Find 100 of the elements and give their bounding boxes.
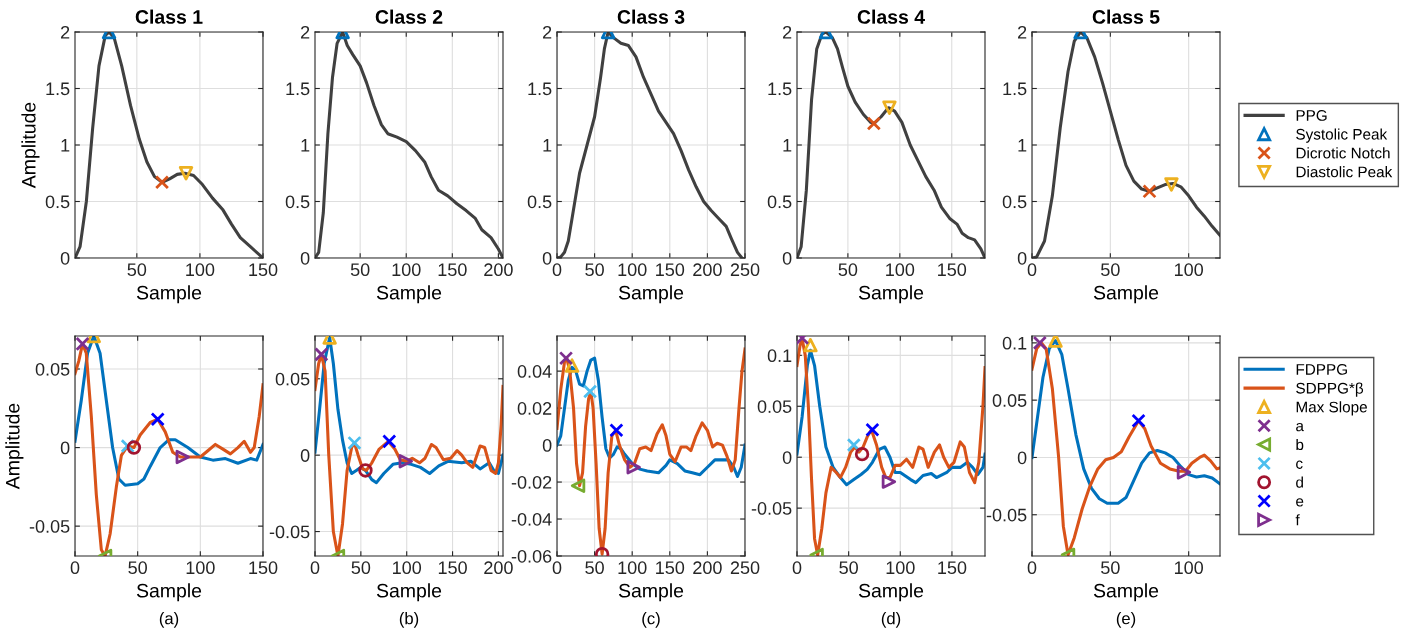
legend-label: FDPPG [1296,363,1347,375]
point [1164,177,1179,192]
x-tick-label: 50 [838,263,858,277]
point [1048,336,1063,348]
line-series [315,32,503,258]
x-tick-label: 100 [1174,561,1204,575]
text: (a) [159,612,179,628]
x-axis-title: Sample [136,285,202,304]
point [175,449,190,465]
x-tick-label: 150 [656,263,685,277]
y-tick-label: -0.04 [511,512,552,526]
x-tick-label: 100 [186,263,215,277]
legend-label: Max Slope [1296,401,1367,416]
point [570,478,586,493]
x-axis-title: Sample [1093,583,1159,602]
y-tick-label: 0.05 [992,394,1027,407]
y-tick-label: -0.06 [511,549,552,563]
y-tick-label: 1 [783,139,792,152]
y-tick-label: 1 [61,139,70,152]
legend-label: a [1296,422,1304,432]
y-tick-label: 0 [60,251,70,265]
y-tick-label: 0.05 [757,400,792,413]
chart-title: Class 3 [617,9,685,24]
x-tick-label: 150 [938,561,967,575]
y-tick-label: 1.5 [768,82,792,96]
y-tick-label: 0 [782,251,792,265]
point [854,446,870,462]
y-tick-label: -0.05 [29,520,70,533]
x-tick-label: 250 [730,561,760,575]
line-series [797,32,985,258]
x-tick-label: 100 [186,561,215,575]
x-tick-label: 150 [249,561,278,575]
y-axis-title: Amplitude [5,403,24,490]
x-tick-label: 50 [839,561,858,575]
point [881,474,897,489]
x-tick-label: 250 [730,263,760,277]
point [609,423,624,438]
y-tick-label: 1 [1018,139,1027,152]
y-tick-label: 0.04 [517,365,552,378]
x-tick-label: 200 [693,263,722,277]
x-tick-label: 150 [438,263,467,277]
legend-label: Diastolic Peak [1296,166,1393,178]
y-tick-label: 0.1 [1002,336,1027,350]
x-tick-label: 0 [552,263,562,277]
y-tick-label: 2 [783,25,792,39]
point [347,435,362,451]
point [398,454,413,469]
line-series [557,32,744,258]
x-tick-label: 0 [792,561,802,575]
x-tick-label: 150 [249,263,278,277]
y-tick-label: 1.5 [528,82,552,96]
x-tick-label: 100 [1174,263,1204,277]
point [582,384,598,399]
x-axis-title: Sample [858,285,924,304]
y-tick-label: 0.5 [285,195,310,209]
line-series [797,337,985,556]
y-tick-label: 0.5 [45,195,70,209]
x-axis-title: Sample [1093,285,1159,304]
y-tick-label: 0 [542,439,552,452]
chart-title: Class 4 [857,9,925,24]
y-tick-label: -0.05 [751,502,792,515]
y-tick-label: 0.5 [1002,195,1027,209]
legend-label: f [1295,514,1300,526]
x-tick-label: 50 [127,263,147,277]
x-tick-label: 200 [693,561,722,575]
y-tick-label: 1.5 [286,82,310,96]
point [1142,184,1157,199]
line-series [75,32,263,258]
y-tick-label: 0.5 [527,195,552,209]
x-tick-label: 200 [484,263,513,277]
point [178,166,194,181]
point [382,434,397,449]
line-series [1032,32,1220,258]
y-tick-label: 0.1 [767,349,792,363]
x-axis-title: Sample [858,583,924,602]
y-tick-label: 1.5 [1003,82,1027,96]
text: (d) [881,612,901,628]
x-axis-title: Sample [618,285,684,304]
text: (e) [1116,612,1136,628]
y-tick-label: -0.05 [269,525,310,539]
x-tick-label: 50 [350,263,370,277]
y-tick-label: 0 [1017,451,1027,465]
x-tick-label: 50 [128,561,147,575]
x-tick-label: 0 [1027,263,1037,277]
x-tick-label: 0 [1027,561,1037,575]
x-axis-title: Sample [376,583,442,602]
point [1032,336,1048,351]
x-tick-label: 50 [585,263,604,277]
point [150,412,165,427]
legend-label: e [1296,498,1304,507]
x-tick-label: 0 [70,561,80,575]
x-tick-label: 150 [656,561,685,575]
y-tick-label: 2 [1018,25,1027,39]
point [865,422,880,437]
chart-title: Class 5 [1092,9,1160,24]
y-tick-label: 1 [543,139,552,152]
point [564,358,580,373]
x-tick-label: 100 [392,263,421,277]
x-axis-title: Sample [136,583,202,602]
point [1131,413,1146,428]
